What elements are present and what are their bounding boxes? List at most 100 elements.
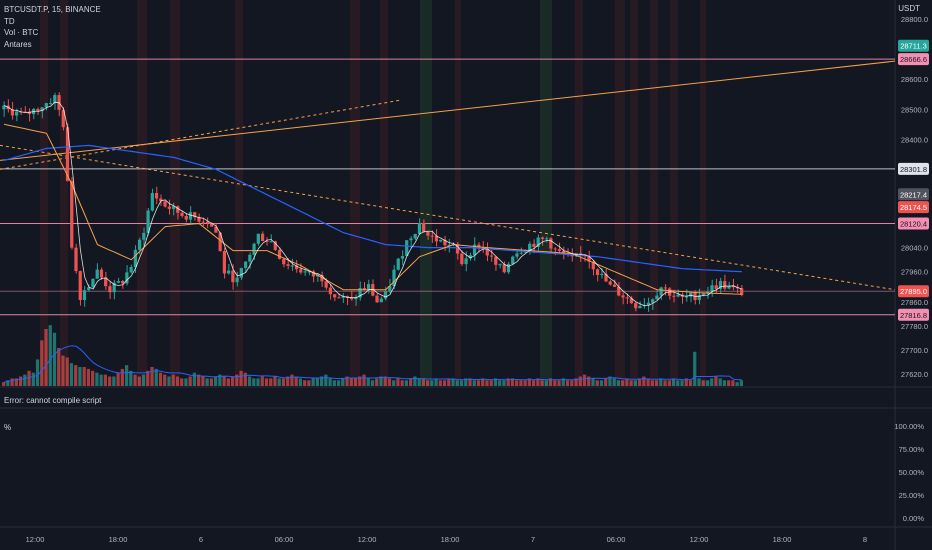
candle-body	[146, 210, 150, 233]
candle-body	[366, 284, 371, 290]
candle-body	[655, 295, 659, 300]
candle-body	[727, 285, 731, 289]
candle-body	[723, 281, 727, 289]
candle-body	[545, 238, 549, 240]
volume-bar	[523, 380, 527, 386]
time-tick-label: 12:00	[358, 535, 377, 544]
candle-body	[494, 256, 498, 265]
volume-bar	[222, 376, 226, 386]
time-tick-label: 7	[531, 535, 535, 544]
candle-body	[701, 293, 706, 296]
candle-body	[434, 235, 439, 242]
volume-bar	[379, 376, 383, 386]
volume-bar	[476, 380, 481, 386]
volume-bar	[353, 378, 358, 386]
candle-body	[511, 256, 515, 264]
volume-bar	[489, 380, 493, 386]
candle-body	[328, 287, 333, 295]
candle-body	[731, 285, 735, 288]
volume-bar	[336, 380, 341, 386]
candle-body	[460, 253, 464, 265]
volume-bar	[404, 380, 409, 386]
volume-bar	[595, 380, 599, 386]
volume-bar	[578, 376, 582, 386]
volume-bar	[625, 378, 629, 386]
volume-bar	[680, 380, 684, 386]
volume-bar	[710, 378, 714, 386]
candle-body	[561, 250, 566, 254]
volume-bar	[570, 380, 574, 386]
time-tick-label: 06:00	[275, 535, 294, 544]
price-tick-label: 28800.0	[901, 15, 928, 24]
price-tick-label: 28500.0	[901, 105, 928, 114]
price-tag-label: 27816.8	[900, 311, 927, 320]
legend-td[interactable]: TD	[4, 16, 15, 26]
volume-bar	[252, 378, 256, 386]
volume-bar	[582, 374, 587, 386]
volume-bar	[587, 376, 591, 386]
volume-bar	[519, 380, 523, 386]
candle-body	[142, 232, 146, 240]
candle-body	[176, 206, 180, 213]
candle-body	[455, 244, 460, 254]
volume-bar	[120, 368, 124, 386]
volume-bar	[264, 378, 269, 386]
candle-body	[269, 241, 273, 243]
volume-bar	[481, 378, 485, 386]
candle-body	[61, 109, 65, 128]
time-tick-label: 6	[199, 535, 203, 544]
candle-body	[125, 272, 129, 284]
volume-bar	[633, 380, 637, 386]
volume-bar	[362, 374, 366, 386]
price-tick-label: 27860.0	[901, 298, 928, 307]
candle-body	[159, 198, 163, 202]
candle-body	[333, 294, 337, 298]
highlight-band	[700, 0, 706, 386]
time-tick-label: 18:00	[109, 535, 128, 544]
volume-bar	[358, 376, 362, 386]
candle-body	[604, 273, 608, 282]
volume-bar	[91, 370, 95, 386]
candle-body	[341, 296, 345, 298]
legend-volume[interactable]: Vol · BTC	[4, 28, 39, 37]
volume-bar	[688, 380, 693, 386]
candle-body	[430, 235, 434, 237]
candle-body	[82, 290, 87, 301]
volume-bar	[188, 376, 192, 386]
volume-bar	[163, 374, 167, 386]
volume-bar	[146, 370, 150, 386]
volume-bar	[421, 378, 425, 386]
candle-body	[354, 297, 358, 300]
candle-body	[358, 288, 362, 298]
volume-bar	[430, 380, 434, 386]
candle-body	[536, 237, 540, 247]
volume-bar	[485, 380, 489, 386]
volume-bar	[650, 380, 654, 386]
volume-bar	[604, 378, 608, 386]
time-tick-label: 12:00	[26, 535, 45, 544]
price-tick-label: 27700.0	[901, 346, 928, 355]
candle-body	[400, 256, 405, 259]
candle-body	[91, 278, 95, 288]
volume-bar	[129, 370, 133, 386]
volume-bar	[553, 380, 557, 386]
volume-bar	[642, 376, 646, 386]
axes: 28800.028600.028500.028400.028120.028040…	[26, 15, 928, 544]
legend-symbol[interactable]: BTCUSDT.P, 15, BINANCE	[4, 5, 101, 14]
volume-bar	[2, 382, 6, 386]
volume-bar	[52, 332, 57, 386]
volume-bar	[455, 380, 459, 386]
candle-body	[248, 254, 252, 262]
volume-bar	[277, 378, 281, 386]
candle-body	[689, 292, 693, 297]
candle-body	[388, 286, 392, 292]
volume-bar	[57, 348, 61, 386]
volume-bar	[137, 376, 141, 386]
candle-body	[108, 286, 112, 293]
volume-bar	[65, 357, 69, 386]
volume-bar	[201, 376, 205, 386]
candle-body	[439, 239, 443, 242]
legend-antares[interactable]: Antares	[4, 39, 32, 49]
